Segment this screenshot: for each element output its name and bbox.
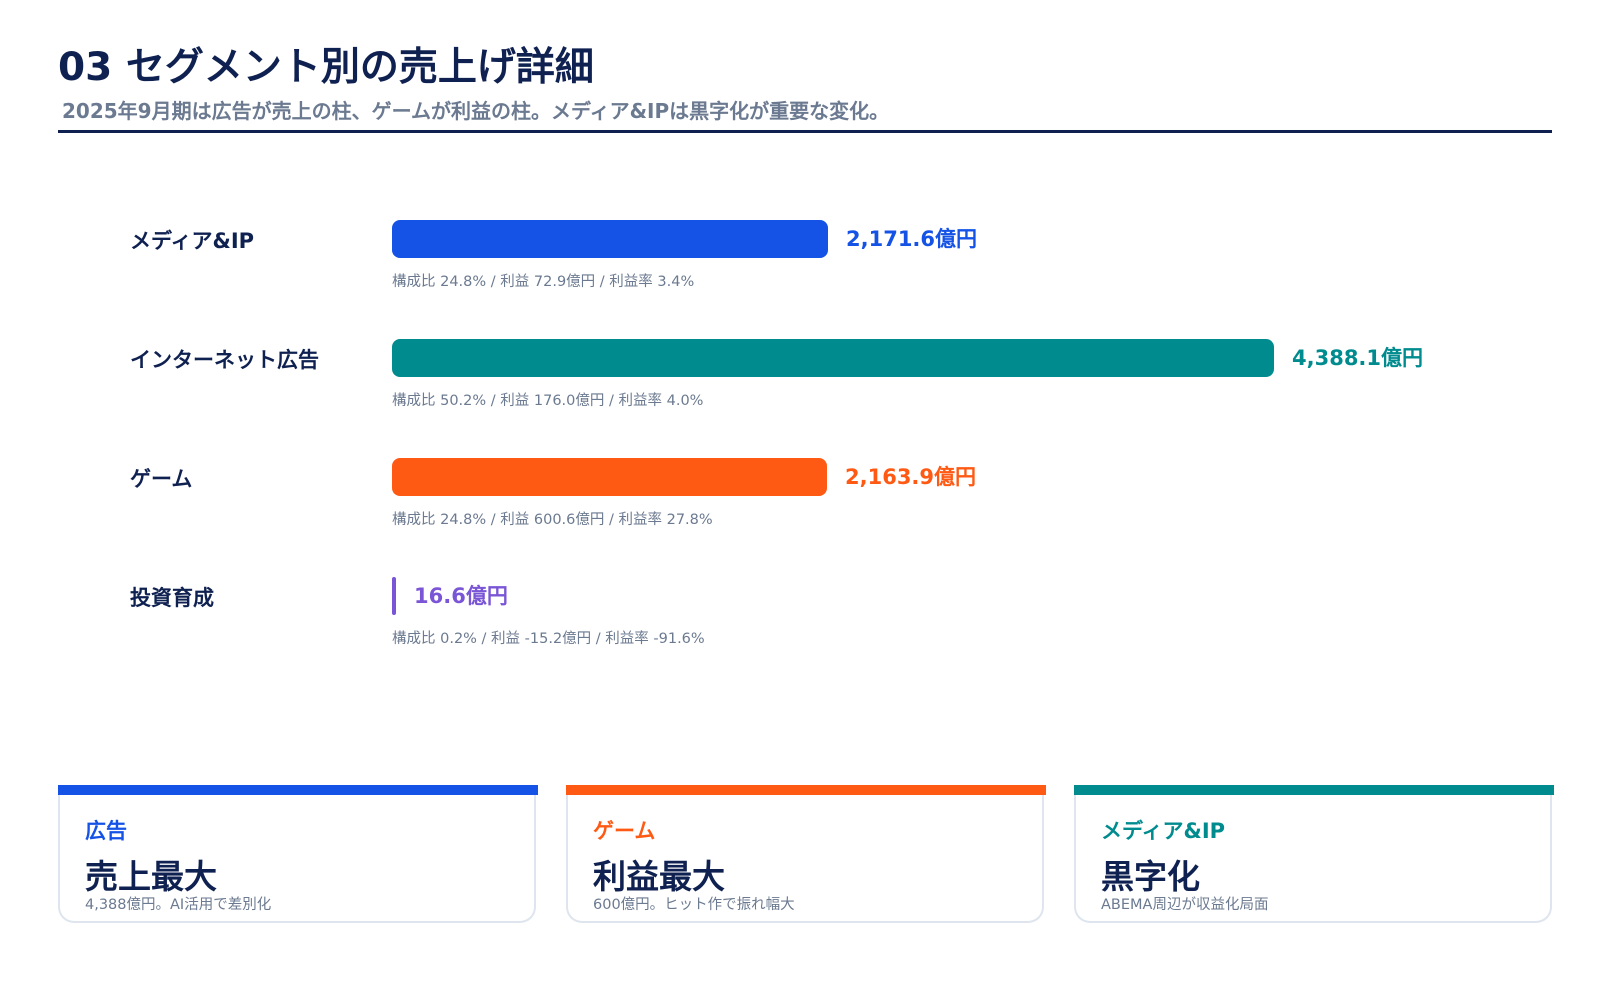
card-accent-stripe	[1074, 785, 1554, 795]
segment-value-media: 2,171.6億円	[846, 227, 978, 251]
slide-header: 03 セグメント別の売上げ詳細 2025年9月期は広告が売上の柱、ゲームが利益の…	[58, 40, 1552, 133]
segment-detail-media: 構成比 24.8% / 利益 72.9億円 / 利益率 3.4%	[392, 274, 695, 290]
card-tag: 広告	[85, 819, 127, 843]
segment-revenue-chart: メディア&IP 2,171.6億円構成比 24.8% / 利益 72.9億円 / …	[130, 220, 1424, 647]
summary-card-game: ゲーム 利益最大 600億円。ヒット作で振れ幅大	[566, 785, 1046, 923]
segment-value-ads: 4,388.1億円	[1292, 346, 1424, 370]
card-tag: メディア&IP	[1101, 819, 1226, 843]
segment-detail-invest: 構成比 0.2% / 利益 -15.2億円 / 利益率 -91.6%	[392, 631, 705, 647]
segment-value-game: 2,163.9億円	[845, 465, 977, 489]
segment-value-invest: 16.6億円	[414, 584, 508, 608]
segment-label-game: ゲーム	[130, 467, 193, 491]
card-headline: 黒字化	[1101, 857, 1200, 896]
header-divider	[58, 130, 1552, 133]
segment-bar-invest	[392, 577, 396, 615]
card-note: 600億円。ヒット作で振れ幅大	[593, 897, 795, 913]
page-title: 03 セグメント別の売上げ詳細	[58, 45, 594, 90]
segment-bar-media	[392, 220, 828, 258]
card-note: ABEMA周辺が収益化局面	[1101, 897, 1269, 913]
card-accent-stripe	[58, 785, 538, 795]
summary-card-ads: 広告 売上最大 4,388億円。AI活用で差別化	[58, 785, 538, 923]
summary-card-media: メディア&IP 黒字化 ABEMA周辺が収益化局面	[1074, 785, 1554, 923]
segment-label-media: メディア&IP	[130, 229, 255, 253]
card-note: 4,388億円。AI活用で差別化	[85, 897, 272, 913]
segment-label-ads: インターネット広告	[130, 348, 319, 372]
page-subtitle: 2025年9月期は広告が売上の柱、ゲームが利益の柱。メディア&IPは黒字化が重要…	[62, 99, 890, 123]
summary-cards: 広告 売上最大 4,388億円。AI活用で差別化 ゲーム 利益最大 600億円。…	[58, 785, 1554, 925]
card-accent-stripe	[566, 785, 1046, 795]
segment-detail-game: 構成比 24.8% / 利益 600.6億円 / 利益率 27.8%	[392, 512, 713, 528]
segment-detail-ads: 構成比 50.2% / 利益 176.0億円 / 利益率 4.0%	[392, 393, 704, 409]
card-headline: 利益最大	[593, 857, 725, 896]
card-tag: ゲーム	[593, 819, 656, 843]
card-headline: 売上最大	[85, 857, 217, 896]
segment-label-invest: 投資育成	[130, 586, 214, 610]
segment-bar-game	[392, 458, 827, 496]
segment-bar-ads	[392, 339, 1274, 377]
